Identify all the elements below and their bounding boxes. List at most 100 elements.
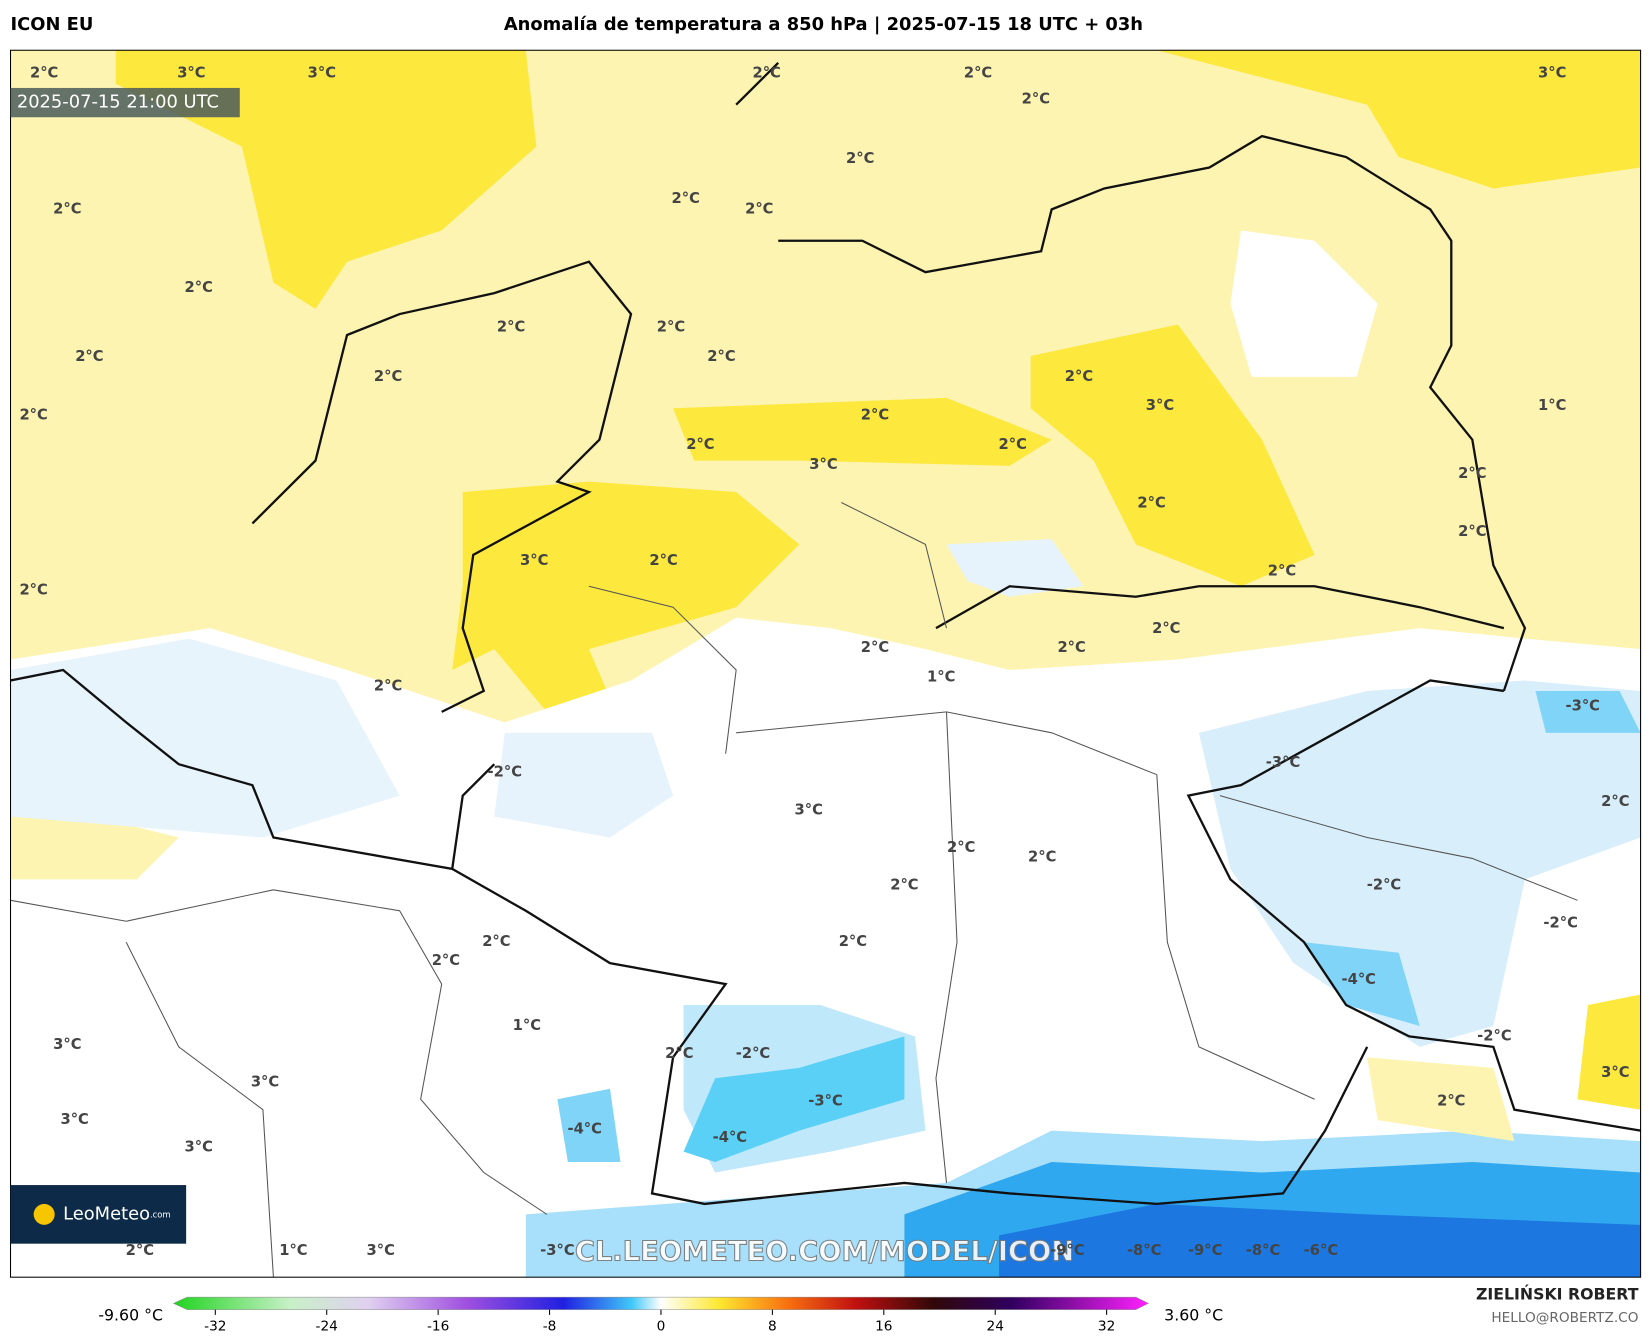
map-label: 3°C: [520, 552, 548, 569]
map-label: 2°C: [707, 348, 735, 365]
map-label: 2°C: [30, 64, 58, 81]
map-label: 2°C: [861, 639, 889, 656]
colorbar-tick-label: 8: [768, 1318, 777, 1334]
map-label: 2°C: [19, 407, 47, 424]
map-label: 3°C: [308, 64, 336, 81]
map-label: 2°C: [686, 436, 714, 453]
map-label: 3°C: [1146, 397, 1174, 414]
map-label: 2°C: [432, 952, 460, 969]
map-label: -8°C: [1127, 1242, 1161, 1259]
colorbar-tick-label: 24: [987, 1318, 1004, 1334]
map-label: 2°C: [839, 933, 867, 950]
map-label: 2°C: [890, 877, 918, 894]
colorbar-tick-label: 0: [657, 1318, 666, 1334]
map-label: 3°C: [795, 801, 823, 818]
map-label: 2°C: [671, 190, 699, 207]
map-label: 2°C: [964, 64, 992, 81]
map-label: 2°C: [861, 407, 889, 424]
map-label: -2°C: [736, 1045, 770, 1062]
map-label: 2°C: [497, 319, 525, 336]
map-label: 2°C: [846, 150, 874, 167]
map-label: -9°C: [1050, 1242, 1084, 1259]
map-label: 2°C: [1601, 793, 1629, 810]
timestamp: 2025-07-15 21:00 UTC: [17, 92, 219, 113]
map-label: 2°C: [1152, 620, 1180, 637]
map-label: 3°C: [367, 1242, 395, 1259]
map-label: 2°C: [1028, 848, 1056, 865]
map-label: 2°C: [1057, 639, 1085, 656]
map-label: -3°C: [1266, 754, 1300, 771]
map-label: 2°C: [374, 368, 402, 385]
map-label: 2°C: [374, 678, 402, 695]
map-label: 2°C: [19, 581, 47, 598]
map: [10, 50, 1641, 1278]
logo-sun: [33, 1203, 55, 1225]
map-label: 2°C: [745, 200, 773, 217]
map-label: -4°C: [713, 1129, 747, 1146]
email: HELLO@ROBERTZ.CO: [1491, 1310, 1638, 1326]
map-label: -2°C: [1543, 914, 1577, 931]
map-label: 2°C: [482, 933, 510, 950]
map-label: 3°C: [1538, 64, 1566, 81]
map-label: 2°C: [1437, 1092, 1465, 1109]
map-label: 2°C: [1137, 495, 1165, 512]
map-label: 3°C: [251, 1073, 279, 1090]
map-label: -3°C: [540, 1242, 574, 1259]
author: ZIELIŃSKI ROBERT: [1476, 1285, 1639, 1304]
logo-text: LeoMeteo.com: [63, 1203, 171, 1224]
map-label: -6°C: [1304, 1242, 1338, 1259]
map-label: 1°C: [1538, 397, 1566, 414]
logo-name: LeoMeteo: [63, 1203, 150, 1224]
map-label: 2°C: [75, 348, 103, 365]
colorbar-tick-label: 16: [875, 1318, 892, 1334]
colorbar-tick-label: 32: [1098, 1318, 1115, 1334]
map-frame: [9, 49, 1642, 1278]
colorbar-tick-label: -8: [543, 1318, 557, 1334]
map-title: Anomalía de temperatura a 850 hPa | 2025…: [504, 14, 1143, 35]
map-label: -3°C: [1566, 698, 1600, 715]
timestamp-box: [10, 87, 240, 118]
map-label: 2°C: [1458, 465, 1486, 482]
map-label: -9°C: [1188, 1242, 1222, 1259]
logo-suffix: .com: [150, 1209, 171, 1219]
map-label: 1°C: [513, 1017, 541, 1034]
map-label: 2°C: [1065, 368, 1093, 385]
map-label: 2°C: [665, 1045, 693, 1062]
map-label: 3°C: [177, 64, 205, 81]
map-label: 1°C: [279, 1242, 307, 1259]
map-label: -2°C: [1477, 1027, 1511, 1044]
map-label: -3°C: [808, 1092, 842, 1109]
colorbar-tick-label: -16: [427, 1318, 449, 1334]
map-label: 3°C: [53, 1036, 81, 1053]
map-label: 2°C: [1268, 563, 1296, 580]
map-label: -2°C: [1367, 877, 1401, 894]
map-label: -2°C: [488, 764, 522, 781]
map-label: 2°C: [657, 319, 685, 336]
colorbar-tick-label: -32: [204, 1318, 226, 1334]
map-label: 3°C: [60, 1111, 88, 1128]
model-name: ICON EU: [11, 14, 94, 35]
map-label: -4°C: [567, 1121, 601, 1138]
colorbar-max: 3.60 °C: [1164, 1305, 1223, 1324]
map-label: -8°C: [1246, 1242, 1280, 1259]
map-label: 2°C: [53, 200, 81, 217]
colorbar: [172, 1296, 1149, 1310]
map-label: 2°C: [947, 839, 975, 856]
map-label: 2°C: [185, 279, 213, 296]
map-label: 3°C: [1601, 1064, 1629, 1081]
map-label: 2°C: [752, 64, 780, 81]
map-label: 2°C: [1458, 523, 1486, 540]
watermark: CL.LEOMETEO.COM/MODEL/ICON: [575, 1237, 1074, 1268]
map-label: 2°C: [126, 1242, 154, 1259]
map-label: 3°C: [809, 456, 837, 473]
colorbar-tick-label: -24: [316, 1318, 338, 1334]
map-label: 2°C: [1022, 90, 1050, 107]
map-label: 3°C: [185, 1138, 213, 1155]
map-label: 2°C: [999, 436, 1027, 453]
colorbar-min: -9.60 °C: [98, 1305, 163, 1324]
map-label: 1°C: [927, 668, 955, 685]
map-label: -4°C: [1342, 971, 1376, 988]
map-label: 2°C: [649, 552, 677, 569]
